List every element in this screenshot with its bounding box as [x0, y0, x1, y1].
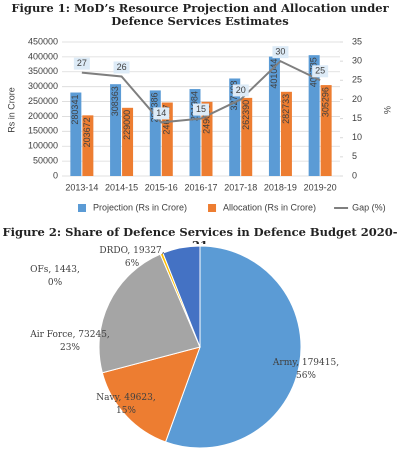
y-tick-label: 300000 [28, 81, 58, 91]
x-tick-label: 2014-15 [105, 182, 138, 192]
bar [201, 101, 213, 176]
bar [161, 102, 173, 176]
slice-label-line: OFs, 1443, [30, 265, 80, 275]
slice-label-line: Air Force, 73245, [29, 330, 110, 340]
pie-slice [162, 245, 201, 348]
line-label-box [312, 65, 329, 78]
bar [82, 115, 94, 176]
chart-title: Figure 1: MoD’s Resource Projection and … [11, 2, 389, 28]
bar [268, 56, 280, 176]
line-label-box [272, 46, 289, 59]
slice-label: Air Force, 73245, 23% [29, 330, 110, 353]
pie-slice [98, 253, 201, 374]
bar [280, 91, 292, 176]
bar [229, 78, 241, 176]
pie-slice [164, 245, 302, 449]
x-tick-label: 2013-14 [65, 182, 98, 192]
bar [149, 90, 161, 176]
y-tick-label: 50000 [33, 155, 58, 165]
chart-title: Figure 2: Share of Defence Services in D… [2, 226, 398, 244]
pie-slice [101, 346, 201, 443]
slice-label-line: 6% [125, 259, 140, 269]
bar-value-label: 280341 [70, 95, 80, 125]
y2-tick-label: 10 [352, 132, 362, 142]
y2-tick-label: 15 [352, 113, 362, 123]
y-tick-label: 350000 [28, 66, 58, 76]
bar-value-label: 282733 [281, 94, 291, 124]
y-tick-label: 450000 [28, 36, 58, 46]
bar-value-label: 262390 [241, 100, 251, 130]
line-value-label: 26 [117, 62, 127, 72]
x-tick-label: 2015-16 [145, 182, 178, 192]
line-value-label: 30 [275, 47, 285, 57]
line-value-label: 25 [315, 66, 325, 76]
y2-tick-label: 20 [352, 94, 362, 104]
bar [320, 85, 332, 176]
y2-tick-label: 5 [352, 151, 357, 161]
legend-label: Projection (Rs in Crore) [93, 202, 187, 212]
x-tick-label: 2019-20 [304, 182, 337, 192]
legend-swatch [78, 204, 86, 212]
bar [241, 97, 253, 176]
legend-swatch [208, 204, 217, 212]
line [81, 59, 321, 124]
slice-label: Army, 179415, 56% [272, 358, 339, 381]
y-axis-label: Rs in Crore [6, 87, 16, 133]
slice-label-line: 0% [48, 278, 63, 288]
title-box: Figure 2: Share of Defence Services in D… [2, 226, 398, 244]
title-box: Figure 1: MoD’s Resource Projection and … [11, 2, 389, 28]
x-tick-label: 2017-18 [224, 182, 257, 192]
bar-value-label: 229000 [122, 110, 132, 140]
y-tick-label: 150000 [28, 126, 58, 136]
bar [70, 92, 82, 176]
bar [189, 89, 201, 176]
y2-tick-label: 0 [352, 170, 357, 180]
legend-label: Gap (%) [352, 202, 386, 212]
slice-label-line: 23% [60, 343, 80, 353]
bar-value-label: 401044 [269, 59, 279, 89]
bar-value-label: 249099 [201, 104, 211, 134]
slice-label-line: Navy, 49623, [96, 393, 155, 403]
line-label-box [153, 107, 170, 120]
slice-label-line: Army, 179415, [272, 358, 339, 368]
line-label-box [73, 57, 90, 70]
bar-value-label: 305296 [321, 87, 331, 117]
slice-label: Navy, 49623, 15% [96, 393, 155, 416]
bar [122, 107, 134, 176]
x-tick-label: 2016-17 [184, 182, 217, 192]
line-label-box [193, 103, 209, 116]
y2-axis-label: % [382, 106, 392, 114]
y2-tick-label: 25 [352, 75, 362, 85]
y-tick-label: 250000 [28, 96, 58, 106]
slice-label-line: DRDO, 19327, [99, 246, 164, 256]
line-value-label: 15 [196, 104, 206, 114]
line-label-box [232, 84, 249, 97]
slice-label-line: 56% [296, 371, 316, 381]
y-tick-label: 200000 [28, 111, 58, 121]
bar [308, 55, 320, 176]
legend-label: Allocation (Rs in Crore) [223, 202, 316, 212]
bar-value-label: 308363 [110, 86, 120, 116]
x-tick-label: 2018-19 [264, 182, 297, 192]
bar [110, 84, 122, 176]
slice-label-line: 15% [116, 406, 136, 416]
bar-value-label: 246727 [162, 105, 172, 135]
y-tick-label: 0 [53, 170, 58, 180]
line-value-label: 20 [236, 85, 246, 95]
line-label-box [113, 61, 130, 74]
y2-tick-label: 30 [352, 56, 362, 66]
bar-value-label: 203672 [82, 117, 92, 147]
slice-label: OFs, 1443, 0% [30, 265, 80, 288]
y-tick-label: 400000 [28, 51, 58, 61]
line-value-label: 27 [77, 58, 87, 68]
line-value-label: 14 [156, 108, 166, 118]
y-tick-label: 100000 [28, 141, 58, 151]
slice-label: DRDO, 19327, 6% [99, 246, 164, 269]
y2-tick-label: 35 [352, 36, 362, 46]
